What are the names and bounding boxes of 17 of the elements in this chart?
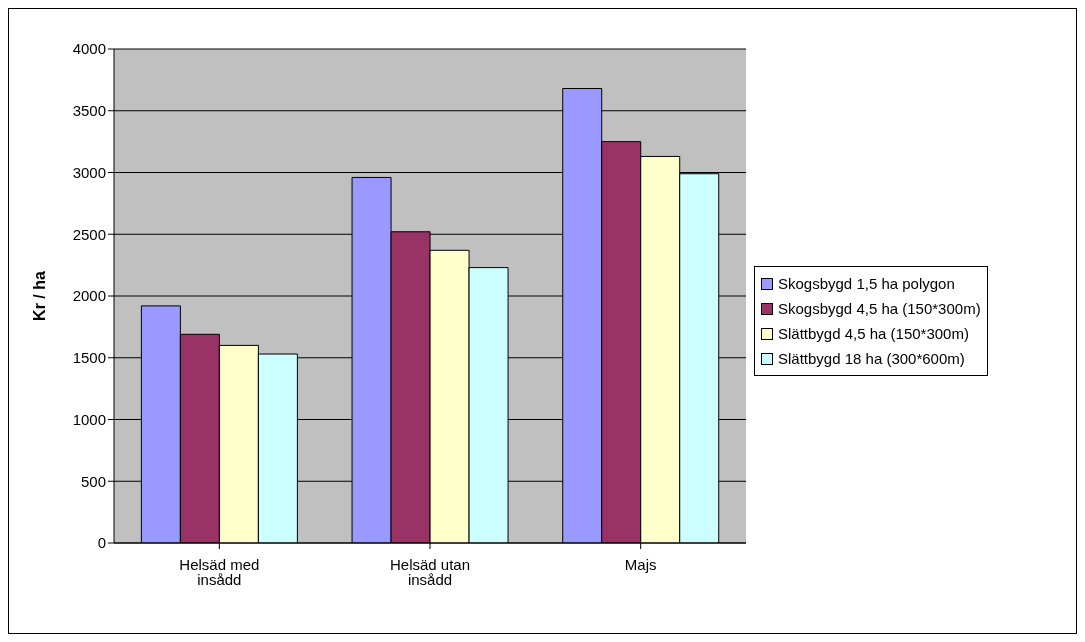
x-tick-label: Helsäd med insådd (179, 555, 260, 588)
y-tick-label: 0 (97, 534, 106, 552)
legend-label: Skogsbygd 4,5 ha (150*300m) (777, 299, 981, 319)
y-tick-label: 1000 (72, 410, 106, 428)
legend-label: Skogsbygd 1,5 ha polygon (777, 274, 956, 294)
y-tick-label: 4000 (72, 40, 106, 58)
y-tick-label: 500 (80, 472, 106, 490)
x-tick-label: Majs (624, 555, 657, 573)
y-tick-label: 1500 (72, 349, 106, 367)
y-tick-label: 2000 (72, 287, 106, 305)
legend-label: Slättbygd 18 ha (300*600m) (777, 349, 966, 369)
x-tick-label: Helsäd utan insådd (389, 555, 471, 588)
y-tick-label: 3000 (72, 163, 106, 181)
y-tick-label: 3500 (72, 102, 106, 120)
y-tick-label: 2500 (72, 225, 106, 243)
legend-label: Slättbygd 4,5 ha (150*300m) (777, 324, 970, 344)
y-axis-title: Kr / ha (30, 271, 48, 321)
